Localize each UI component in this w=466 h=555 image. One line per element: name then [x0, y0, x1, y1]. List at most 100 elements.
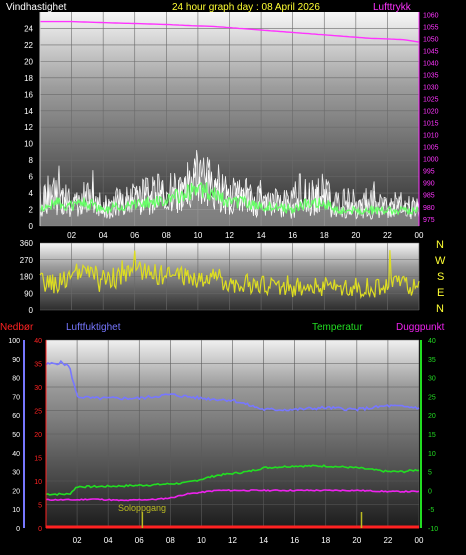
- wind-tick-label: 22: [24, 41, 33, 50]
- compass-s: S: [437, 271, 444, 283]
- rain-tick-label: 5: [38, 503, 42, 510]
- pressure-tick-label: 1050: [423, 36, 439, 43]
- pressure-tick-label: 980: [423, 205, 435, 212]
- direction-tick-label: 360: [20, 239, 34, 248]
- x-tick-label-lower: 08: [166, 536, 175, 545]
- humidity-tick-label: 40: [12, 451, 20, 458]
- wind-direction-line: [39, 250, 420, 300]
- wind-direction-grid: [40, 242, 420, 311]
- wind-speed-label: Vindhastighet: [6, 2, 67, 13]
- wind-tick-label: 10: [24, 140, 33, 149]
- wind-tick-label: 12: [24, 123, 33, 132]
- x-tick-label-lower: 00: [415, 536, 424, 545]
- x-tick-label-lower: 20: [352, 536, 361, 545]
- rain-tick-label: 15: [34, 456, 42, 463]
- dewpoint-label: Duggpunkt: [396, 322, 445, 333]
- rain-tick-label: 35: [34, 362, 42, 369]
- temperature-tick-label: 0: [428, 488, 432, 495]
- x-tick-label-lower: 10: [197, 536, 206, 545]
- rain-tick-label: 40: [34, 338, 42, 345]
- humidity-tick-label: 20: [12, 488, 20, 495]
- pressure-tick-label: 1040: [423, 60, 439, 67]
- temperature-tick-label: 10: [428, 451, 436, 458]
- x-tick-label: 18: [320, 231, 329, 240]
- wind-direction-axes: 0 90 180 270 360: [20, 239, 34, 315]
- compass-n-bottom: N: [436, 303, 444, 315]
- rain-tick-label: 25: [34, 409, 42, 416]
- pressure-tick-label: 1010: [423, 133, 439, 140]
- pressure-tick-label: 995: [423, 169, 435, 176]
- temperature-line: [45, 464, 420, 496]
- pressure-tick-label: 1045: [423, 48, 439, 55]
- humidity-tick-label: 90: [12, 357, 20, 364]
- humidity-line: [45, 359, 420, 412]
- humidity-tick-label: 50: [12, 432, 20, 439]
- dewpoint-line: [45, 489, 420, 502]
- x-tick-label: 06: [130, 231, 139, 240]
- rain-tick-label: 30: [34, 385, 42, 392]
- wind-tick-label: 8: [29, 156, 34, 165]
- x-tick-label-lower: 04: [104, 536, 113, 545]
- x-tick-label: 04: [99, 231, 108, 240]
- wind-tick-label: 6: [29, 173, 34, 182]
- x-tick-label: 00: [415, 231, 424, 240]
- rain-label: Nedbør: [0, 322, 34, 333]
- compass-n-top: N: [436, 239, 444, 251]
- wind-tick-label: 16: [24, 90, 33, 99]
- x-tick-label: 16: [288, 231, 297, 240]
- temperature-axes: 01020304050607080901000510152025303540-1…: [8, 338, 438, 545]
- x-tick-label: 08: [162, 231, 171, 240]
- pressure-tick-label: 1020: [423, 109, 439, 116]
- humidity-tick-label: 0: [16, 526, 20, 533]
- pressure-tick-label: 1015: [423, 121, 439, 128]
- temperature-tick-label: 35: [428, 357, 436, 364]
- temperature-tick-label: 5: [428, 470, 432, 477]
- wind-tick-label: 20: [24, 57, 33, 66]
- pressure-tick-label: 1030: [423, 85, 439, 92]
- compass-labels: N W S E N: [435, 239, 446, 315]
- x-tick-label-lower: 14: [259, 536, 268, 545]
- rain-tick-label: 0: [38, 526, 42, 533]
- temperature-tick-label: 25: [428, 394, 436, 401]
- x-tick-label: 20: [351, 231, 360, 240]
- humidity-tick-label: 70: [12, 394, 20, 401]
- humidity-tick-label: 60: [12, 413, 20, 420]
- direction-tick-label: 90: [24, 289, 33, 298]
- humidity-tick-label: 100: [8, 338, 20, 345]
- graph-title: 24 hour graph day : 08 April 2026: [172, 2, 320, 13]
- pressure-tick-label: 1035: [423, 73, 439, 80]
- x-tick-label: 12: [225, 231, 234, 240]
- wind-pressure-series: [39, 20, 420, 226]
- wind-tick-label: 2: [29, 206, 34, 215]
- humidity-tick-label: 30: [12, 470, 20, 477]
- wind-line: [39, 158, 420, 220]
- compass-e: E: [437, 287, 444, 299]
- temperature-grid: [46, 339, 420, 529]
- pressure-tick-label: 1060: [423, 12, 439, 19]
- pressure-tick-label: 990: [423, 181, 435, 188]
- wind-direction-series: [39, 250, 420, 300]
- temperature-tick-label: 30: [428, 376, 436, 383]
- wind-tick-label: 4: [29, 189, 34, 198]
- x-tick-label: 22: [383, 231, 392, 240]
- humidity-tick-label: 80: [12, 376, 20, 383]
- temperature-label: Temperatur: [312, 322, 363, 333]
- pressure-tick-label: 1025: [423, 97, 439, 104]
- gust-area: [40, 150, 419, 226]
- pressure-line: [40, 20, 420, 43]
- pressure-tick-label: 1005: [423, 145, 439, 152]
- sunrise-label: Soloppgang: [118, 503, 166, 513]
- humidity-tick-label: 10: [12, 507, 20, 514]
- direction-tick-label: 270: [20, 256, 34, 265]
- pressure-tick-label: 1055: [423, 24, 439, 31]
- temperature-tick-label: 20: [428, 413, 436, 420]
- x-tick-label-lower: 18: [321, 536, 330, 545]
- x-tick-label: 02: [67, 231, 76, 240]
- x-tick-label-lower: 22: [383, 536, 392, 545]
- wind-tick-label: 24: [24, 24, 33, 33]
- temperature-tick-label: -5: [428, 507, 434, 514]
- direction-tick-label: 180: [20, 273, 34, 282]
- x-tick-label-lower: 12: [228, 536, 237, 545]
